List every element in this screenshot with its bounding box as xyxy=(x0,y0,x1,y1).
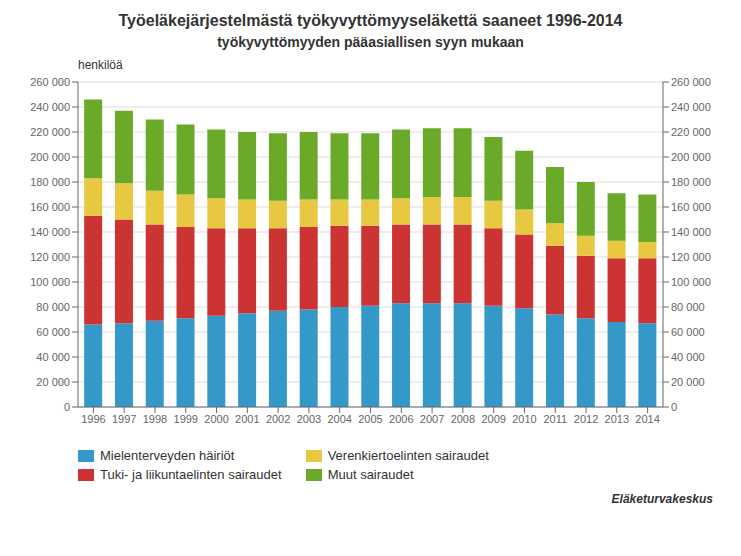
html-text:Tuki- ja liikuntaelinten saira: Tuki- ja liikuntaelinten sairaudet xyxy=(100,467,282,482)
svg-text:2006: 2006 xyxy=(389,413,413,425)
svg-text:240 000: 240 000 xyxy=(30,101,70,113)
svg-text:2002: 2002 xyxy=(266,413,290,425)
svg-text:2012: 2012 xyxy=(574,413,598,425)
svg-text:1997: 1997 xyxy=(112,413,136,425)
svg-text:160 000: 160 000 xyxy=(30,201,70,213)
svg-text:60 000: 60 000 xyxy=(36,326,70,338)
svg-text:220 000: 220 000 xyxy=(30,126,70,138)
svg-text:1998: 1998 xyxy=(143,413,167,425)
html-text:työkyvyttömyyden pääasiallisen: työkyvyttömyyden pääasiallisen syyn muka… xyxy=(217,34,524,50)
svg-text:260 000: 260 000 xyxy=(671,76,711,88)
svg-text:80 000: 80 000 xyxy=(671,301,705,313)
svg-text:180 000: 180 000 xyxy=(30,176,70,188)
svg-text:0: 0 xyxy=(671,401,677,413)
svg-text:100 000: 100 000 xyxy=(30,276,70,288)
svg-text:140 000: 140 000 xyxy=(671,226,711,238)
svg-text:260 000: 260 000 xyxy=(30,76,70,88)
svg-text:1999: 1999 xyxy=(174,413,198,425)
svg-text:2000: 2000 xyxy=(204,413,228,425)
svg-text:40 000: 40 000 xyxy=(671,351,705,363)
svg-text:200 000: 200 000 xyxy=(30,151,70,163)
html-text:Muut sairaudet: Muut sairaudet xyxy=(327,467,414,482)
svg-text:2011: 2011 xyxy=(543,413,567,425)
svg-text:2013: 2013 xyxy=(605,413,629,425)
svg-text:0: 0 xyxy=(64,401,70,413)
svg-text:100 000: 100 000 xyxy=(671,276,711,288)
html-text:henkilöä: henkilöä xyxy=(78,58,123,72)
svg-text:140 000: 140 000 xyxy=(30,226,70,238)
svg-text:240 000: 240 000 xyxy=(671,101,711,113)
svg-text:40 000: 40 000 xyxy=(36,351,70,363)
svg-text:120 000: 120 000 xyxy=(671,251,711,263)
svg-text:2005: 2005 xyxy=(358,413,382,425)
svg-text:2004: 2004 xyxy=(327,413,351,425)
svg-text:160 000: 160 000 xyxy=(671,201,711,213)
svg-text:2014: 2014 xyxy=(635,413,659,425)
svg-text:120 000: 120 000 xyxy=(30,251,70,263)
svg-text:80 000: 80 000 xyxy=(36,301,70,313)
svg-text:180 000: 180 000 xyxy=(671,176,711,188)
svg-text:20 000: 20 000 xyxy=(671,376,705,388)
svg-text:2001: 2001 xyxy=(235,413,259,425)
svg-text:220 000: 220 000 xyxy=(671,126,711,138)
svg-text:20 000: 20 000 xyxy=(36,376,70,388)
svg-text:1996: 1996 xyxy=(81,413,105,425)
html-text:Mielenterveyden häiriöt: Mielenterveyden häiriöt xyxy=(100,448,235,463)
svg-text:2007: 2007 xyxy=(420,413,444,425)
svg-text:2010: 2010 xyxy=(512,413,536,425)
svg-text:2009: 2009 xyxy=(481,413,505,425)
svg-text:2008: 2008 xyxy=(451,413,475,425)
svg-text:60 000: 60 000 xyxy=(671,326,705,338)
html-text:Verenkiertoelinten sairaudet: Verenkiertoelinten sairaudet xyxy=(327,448,489,463)
svg-text:2003: 2003 xyxy=(297,413,321,425)
html-text:Eläketurvakeskus: Eläketurvakeskus xyxy=(611,492,713,506)
html-text:Työeläkejärjestelmästä työkyvy: Työeläkejärjestelmästä työkyvyttömyyselä… xyxy=(118,12,623,29)
svg-text:200 000: 200 000 xyxy=(671,151,711,163)
